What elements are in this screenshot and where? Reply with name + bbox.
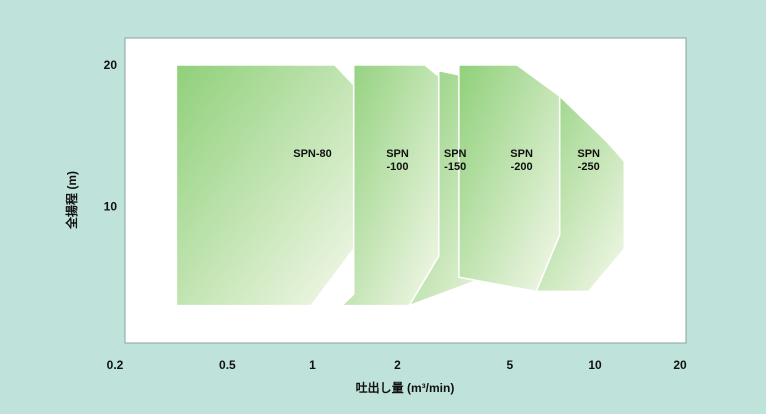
x-tick-label: 0.5 xyxy=(219,358,236,372)
x-tick-label: 5 xyxy=(507,358,514,372)
region-label-spn-200: SPN -200 xyxy=(510,148,533,173)
x-tick-label: 0.2 xyxy=(107,358,124,372)
region-label-line: SPN xyxy=(510,148,533,160)
region-label-line: SPN-80 xyxy=(293,148,332,160)
x-tick-label: 2 xyxy=(394,358,401,372)
regions-layer xyxy=(175,64,626,308)
region-label-line: -250 xyxy=(578,161,600,173)
region-label-spn-150: SPN -150 xyxy=(444,148,467,173)
region-label-line: SPN xyxy=(386,148,409,160)
x-tick-label: 10 xyxy=(588,358,602,372)
region-spn-100 xyxy=(339,64,440,307)
y-tick-label: 20 xyxy=(104,58,118,72)
region-label-line: -200 xyxy=(511,161,533,173)
region-spn-250 xyxy=(519,94,626,293)
region-label-spn-80: SPN-80 xyxy=(293,148,332,160)
region-spn-80 xyxy=(175,64,355,307)
x-tick-label: 20 xyxy=(673,358,687,372)
y-ticks-layer: 10 20 xyxy=(104,58,118,214)
x-ticks-layer: 0.2 0.5 1 2 5 10 20 xyxy=(107,358,687,372)
y-axis-title: 全揚程 (m) xyxy=(64,171,79,230)
region-label-spn-100: SPN -100 xyxy=(386,148,409,173)
region-label-spn-250: SPN -250 xyxy=(577,148,600,173)
x-tick-label: 1 xyxy=(309,358,316,372)
region-label-line: SPN xyxy=(577,148,600,160)
region-spn-200 xyxy=(458,64,561,293)
y-tick-label: 10 xyxy=(104,200,118,214)
region-label-line: SPN xyxy=(444,148,467,160)
x-axis-title: 吐出し量 (m³/min) xyxy=(356,380,455,395)
region-label-line: -100 xyxy=(386,161,408,173)
region-label-line: -150 xyxy=(444,161,466,173)
